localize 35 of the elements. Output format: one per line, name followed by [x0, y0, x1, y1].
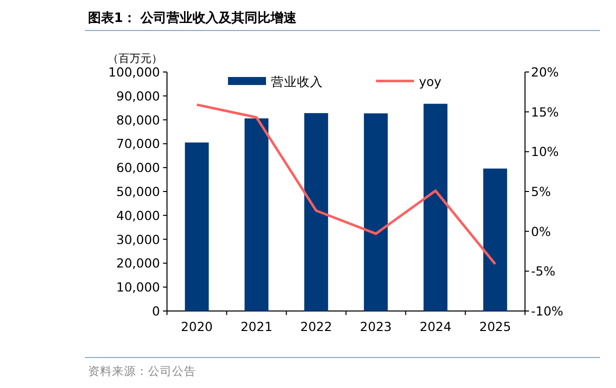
- y-tick-label: 100,000: [108, 64, 160, 80]
- y-tick-label: 20,000: [116, 256, 160, 271]
- bar: [483, 168, 508, 311]
- x-tick-label: 2020: [180, 319, 213, 334]
- bar: [184, 142, 209, 311]
- y2-tick-label: 15%: [531, 104, 559, 120]
- y-tick-label: 80,000: [116, 112, 160, 128]
- y-tick-label: 10,000: [116, 280, 160, 295]
- y-tick-label: 40,000: [116, 208, 160, 223]
- y-tick-label: 60,000: [116, 160, 160, 176]
- y2-tick-label: 5%: [531, 184, 551, 199]
- text: 资料来源：公司公告: [88, 364, 196, 378]
- legend-label: 营业收入: [271, 74, 323, 89]
- bar: [424, 104, 448, 311]
- legend-label: yoy: [419, 74, 442, 89]
- y-tick-label: 30,000: [116, 232, 160, 247]
- bar: [244, 118, 268, 311]
- y-axis-title: （百万元）: [108, 52, 162, 65]
- y-tick-label: 90,000: [116, 88, 160, 104]
- y-tick-label: 0: [152, 304, 160, 318]
- bar: [364, 113, 388, 311]
- x-tick-label: 2024: [420, 319, 452, 334]
- y2-tick-label: -10%: [531, 304, 564, 318]
- y2-tick-label: -5%: [531, 264, 556, 279]
- bar: [304, 113, 328, 311]
- y2-tick-label: 0%: [531, 224, 551, 239]
- y2-tick-label: 10%: [531, 144, 559, 160]
- y-tick-label: 50,000: [116, 184, 160, 199]
- y-tick-label: 70,000: [116, 136, 160, 152]
- x-tick-label: 2021: [240, 319, 272, 334]
- y2-tick-label: 20%: [531, 64, 559, 80]
- x-tick-label: 2023: [360, 319, 392, 334]
- x-tick-label: 2025: [479, 319, 512, 334]
- title: 图表1： 公司营业收入及其同比增速: [88, 11, 297, 26]
- x-tick-label: 2022: [300, 319, 332, 334]
